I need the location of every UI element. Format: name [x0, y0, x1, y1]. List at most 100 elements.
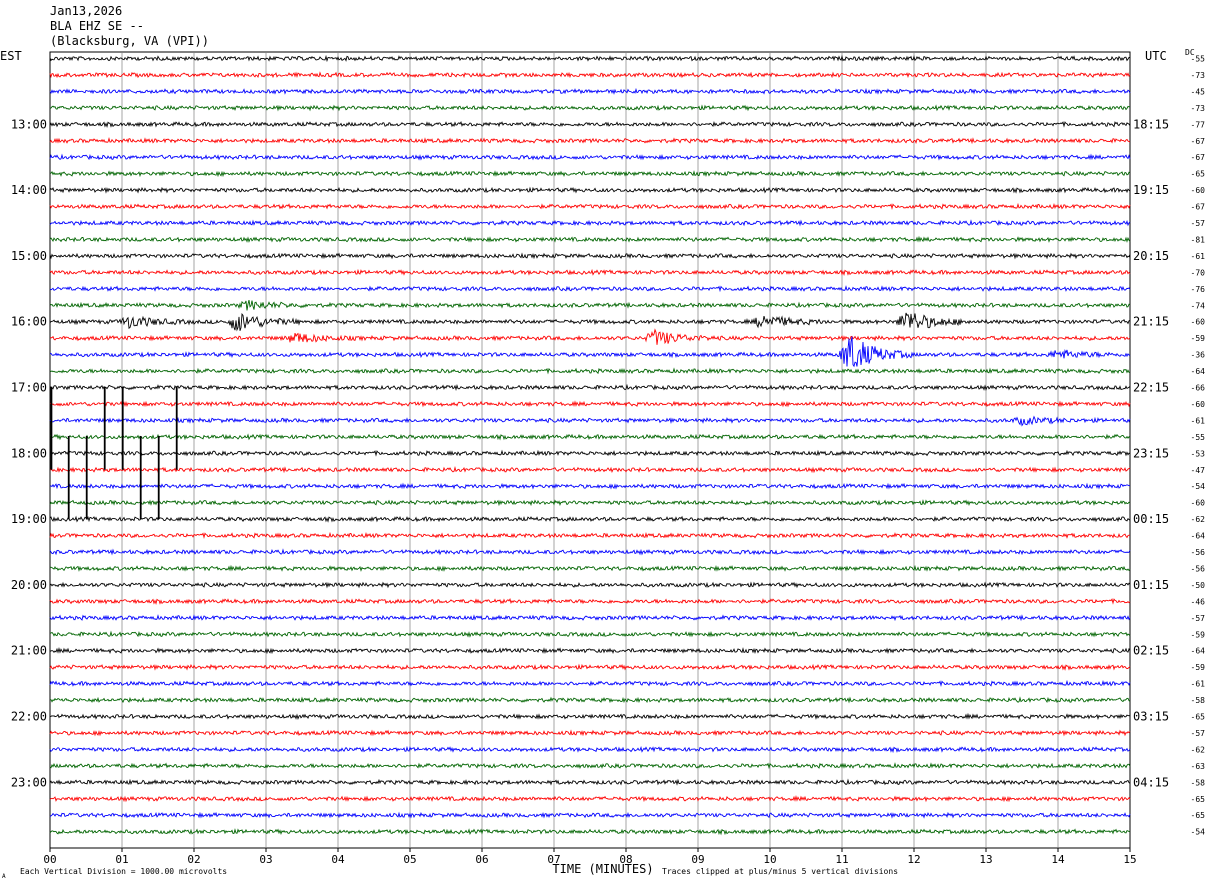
dc-offset-label: -66 — [1191, 384, 1206, 393]
x-tick-label: 10 — [763, 853, 776, 866]
right-hour-label: 04:15 — [1133, 775, 1169, 789]
left-hour-labels: 13:00 14:00 15:00 16:00 17:00 18:00 19:00 20:00… — [11, 117, 47, 789]
dc-offset-label: -65 — [1191, 795, 1206, 804]
x-tick-label: 09 — [691, 853, 704, 866]
corner-mark: A — [2, 873, 6, 880]
dc-offset-label: -67 — [1191, 153, 1206, 162]
right-hour-label: 00:15 — [1133, 512, 1169, 526]
x-tick-label: 14 — [1051, 853, 1065, 866]
trace-row-3 — [49, 104, 1131, 112]
trace-row-22 — [49, 415, 1131, 427]
trace-row-12 — [49, 252, 1131, 260]
seismic-traces — [49, 54, 1131, 836]
dc-offset-label: -64 — [1191, 532, 1206, 541]
dc-offset-label: -61 — [1191, 252, 1206, 261]
x-tick-label: 12 — [907, 853, 920, 866]
trace-row-8 — [49, 186, 1131, 194]
x-tick-label: 08 — [619, 853, 632, 866]
dc-offset-label: -73 — [1191, 104, 1206, 113]
left-hour-label: 20:00 — [11, 578, 47, 592]
left-hour-label: 21:00 — [11, 644, 47, 658]
right-hour-label: 02:15 — [1133, 644, 1169, 658]
trace-row-28 — [49, 515, 1131, 523]
trace-row-14 — [49, 285, 1131, 293]
trace-row-47 — [49, 828, 1131, 836]
dc-offset-label: -58 — [1191, 778, 1206, 787]
trace-row-6 — [49, 153, 1131, 161]
x-tick-label: 03 — [259, 853, 272, 866]
trace-row-18 — [49, 336, 1131, 368]
dc-offset-label: -56 — [1191, 564, 1206, 573]
trace-row-20 — [49, 383, 1131, 391]
dc-offset-label: -61 — [1191, 680, 1206, 689]
trace-row-41 — [49, 729, 1131, 737]
dc-offset-label: -47 — [1191, 466, 1206, 475]
dc-offset-label: -60 — [1191, 499, 1206, 508]
dc-offset-label: -65 — [1191, 713, 1206, 722]
grid-lines — [49, 51, 1131, 849]
vertical-division-note: Each Vertical Division = 1000.00 microvo… — [20, 867, 227, 876]
x-tick-label: 04 — [331, 853, 345, 866]
dc-offset-label: -53 — [1191, 449, 1206, 458]
trace-row-7 — [49, 170, 1131, 178]
x-tick-label: 15 — [1123, 853, 1136, 866]
dc-offset-label: -58 — [1191, 696, 1206, 705]
dc-offset-label: -45 — [1191, 87, 1206, 96]
right-hour-label: 18:15 — [1133, 117, 1169, 131]
x-tick-label: 11 — [835, 853, 848, 866]
trace-row-36 — [49, 647, 1131, 655]
trace-row-23 — [49, 433, 1131, 441]
trace-row-29 — [49, 531, 1131, 540]
trace-row-21 — [49, 400, 1131, 408]
trace-row-44 — [49, 778, 1131, 786]
dc-offset-label: -50 — [1191, 581, 1206, 590]
left-hour-label: 18:00 — [11, 446, 47, 460]
dc-offset-label: -65 — [1191, 170, 1206, 179]
trace-row-17 — [49, 328, 1131, 345]
helicorder-date: Jan13,2026 — [50, 4, 123, 18]
right-hour-labels: 18:15 19:15 20:15 21:15 22:15 23:15 00:15 01:15… — [1133, 117, 1169, 789]
trace-row-43 — [49, 762, 1131, 770]
trace-row-32 — [49, 581, 1131, 589]
x-tick-label: 00 — [43, 853, 56, 866]
dc-offset-label: -60 — [1191, 400, 1206, 409]
dc-offset-label: -36 — [1191, 351, 1206, 360]
dc-offset-label: -65 — [1191, 811, 1206, 820]
dc-offset-label: -59 — [1191, 663, 1206, 672]
right-hour-label: 01:15 — [1133, 578, 1169, 592]
left-hour-label: 14:00 — [11, 183, 47, 197]
station-location: (Blacksburg, VA (VPI)) — [50, 34, 209, 48]
left-hour-label: 15:00 — [11, 249, 47, 263]
trace-row-1 — [49, 71, 1131, 79]
dc-offset-label: -54 — [1191, 828, 1206, 837]
trace-row-37 — [49, 663, 1131, 671]
trace-row-13 — [49, 268, 1131, 277]
dc-offset-label: -57 — [1191, 219, 1206, 228]
dc-offset-label: -74 — [1191, 301, 1206, 310]
dc-offset-label: -67 — [1191, 203, 1206, 212]
dc-offset-label: -59 — [1191, 334, 1206, 343]
trace-row-42 — [49, 745, 1131, 754]
dc-offset-label: -57 — [1191, 614, 1206, 623]
right-hour-label: 23:15 — [1133, 446, 1169, 460]
left-hour-label: 23:00 — [11, 775, 47, 789]
dc-offset-label: -70 — [1191, 268, 1206, 277]
plot-frame — [49, 51, 1131, 849]
station-code: BLA EHZ SE -- — [50, 19, 144, 33]
x-tick-label: 01 — [115, 853, 128, 866]
trace-row-24 — [49, 449, 1131, 457]
dc-offset-label: -77 — [1191, 120, 1206, 129]
right-timezone-label: UTC — [1145, 49, 1167, 63]
trace-row-19 — [49, 367, 1131, 375]
left-hour-label: 22:00 — [11, 710, 47, 724]
clipped-spikes — [50, 386, 178, 520]
trace-row-0 — [49, 54, 1131, 63]
dc-offset-label: -67 — [1191, 137, 1206, 146]
dc-offset-label: -56 — [1191, 548, 1206, 557]
dc-offset-label: -54 — [1191, 482, 1206, 491]
x-tick-label: 05 — [403, 853, 416, 866]
dc-offset-label: -57 — [1191, 729, 1206, 738]
right-hour-label: 03:15 — [1133, 710, 1169, 724]
left-hour-label: 17:00 — [11, 381, 47, 395]
trace-row-9 — [49, 202, 1131, 211]
